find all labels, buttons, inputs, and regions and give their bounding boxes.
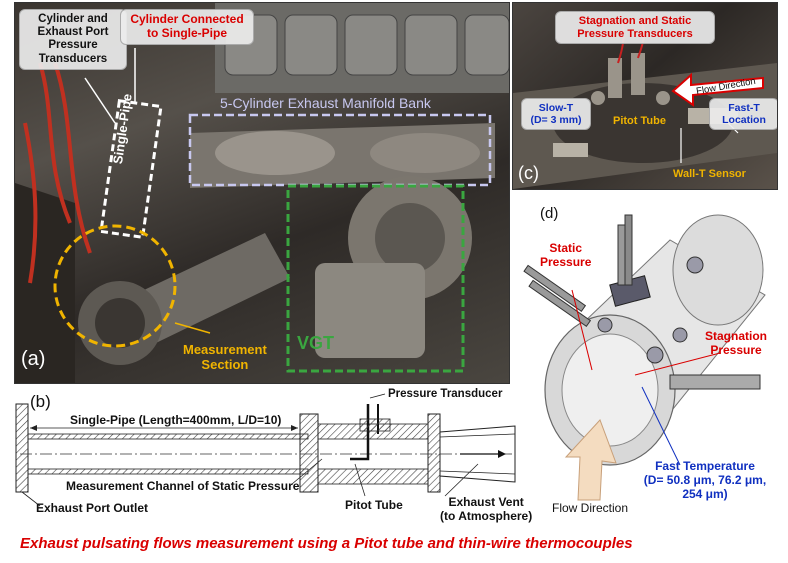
panel-b-tag: (b) [30,392,51,411]
closeup-photo-illustration [513,22,777,189]
manifold-label: 5-Cylinder Exhaust Manifold Bank [220,95,431,111]
exhaust-port-outlet-label: Exhaust Port Outlet [36,501,149,515]
cylinder-connected-callout: Cylinder Connected to Single-Pipe [120,9,254,45]
pitot-tube-label: Pitot Tube [345,498,403,512]
pipe-schematic [15,393,516,507]
pitot-closeup-photo-panel: Stagnation and Static Pressure Transduce… [512,2,778,190]
closeup-pitot-tube-label: Pitot Tube [613,115,666,127]
exhaust-vent-label: Exhaust Vent (to Atmosphere) [440,495,533,523]
stagnation-pressure-label: Stagnation Pressure [705,329,767,357]
cylinder-pressure-transducers-callout: Cylinder and Exhaust Port Pressure Trans… [19,9,127,70]
pressure-transducers-callout: Stagnation and Static Pressure Transduce… [555,11,715,45]
engine-photo-illustration [15,3,509,383]
pressure-transducer-label: Pressure Transducer [388,388,503,400]
static-pressure-label: Static Pressure [540,241,592,269]
pitot-cad-drawing [523,214,766,501]
vgt-label: VGT [297,333,335,353]
fast-t-callout: Fast-T Location [709,98,777,131]
single-pipe-dimension-label: Single-Pipe (Length=400mm, L/D=10) [70,413,282,427]
measurement-channel-label: Measurement Channel of Static Pressure [66,479,300,493]
panel-c-tag: (c) [518,163,539,183]
cad-flow-direction-label: Flow Direction [552,501,629,515]
panel-d-tag: (d) [540,205,559,222]
measurement-section-label: Measurement Section [183,342,267,372]
engine-photo-panel: Cylinder and Exhaust Port Pressure Trans… [14,2,510,384]
figure-caption: Exhaust pulsating flows measurement usin… [20,535,633,552]
wall-t-sensor-label: Wall-T Sensor [673,168,746,180]
slow-t-callout: Slow-T (D= 3 mm) [521,98,591,131]
panel-a-tag: (a) [21,348,46,370]
fast-temperature-label: Fast Temperature (D= 50.8 μm, 76.2 μm, 2… [643,459,767,501]
